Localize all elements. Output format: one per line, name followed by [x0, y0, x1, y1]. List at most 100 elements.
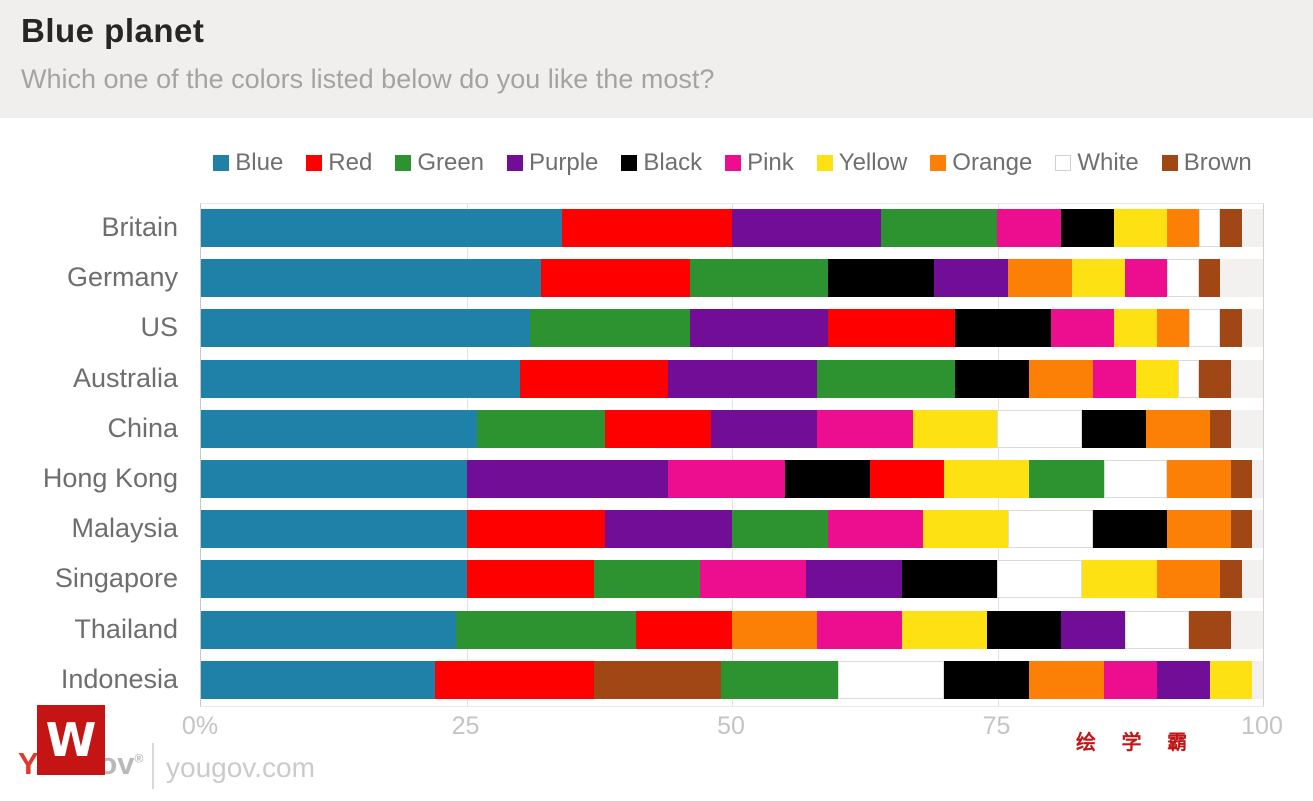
- legend-swatch-red: [306, 155, 323, 171]
- legend-item-blue: Blue: [213, 149, 283, 177]
- bar-row-china: [201, 409, 1263, 448]
- bar-segment-green: [816, 359, 955, 398]
- legend-item-brown: Brown: [1161, 149, 1252, 177]
- legend-item-white: White: [1055, 149, 1139, 177]
- legend-label: Brown: [1183, 149, 1252, 176]
- yougov-url: yougov.com: [166, 752, 315, 783]
- bar-segment-green: [689, 259, 828, 298]
- legend-swatch-brown: [1161, 155, 1178, 171]
- bar-segment-green: [530, 309, 690, 348]
- bar-segment-black: [785, 460, 871, 498]
- legend-label: Orange: [952, 149, 1033, 176]
- bar-segment-green: [477, 409, 605, 448]
- bar-segment-yellow: [1209, 660, 1253, 699]
- bar-segment-pink: [668, 460, 786, 498]
- bar-segment-blue: [201, 309, 531, 348]
- bar-segment-red: [519, 359, 669, 398]
- plot-area: [200, 203, 1264, 707]
- category-label-australia: Australia: [72, 362, 178, 393]
- bar-segment-black: [827, 259, 934, 298]
- bar-segment-blue: [201, 510, 467, 549]
- bar-segment-brown: [1231, 510, 1253, 549]
- bar-segment-green: [731, 510, 828, 549]
- bar-segment-brown: [1231, 460, 1253, 498]
- bar-segment-blue: [201, 209, 563, 247]
- legend-item-red: Red: [306, 149, 372, 177]
- bar-segment-purple: [466, 460, 669, 498]
- category-label-malaysia: Malaysia: [71, 513, 178, 544]
- legend-item-pink: Pink: [725, 149, 794, 177]
- bar-segment-white: [1008, 510, 1094, 549]
- bar-segment-purple: [689, 309, 828, 348]
- bar-segment-brown: [1209, 409, 1232, 448]
- bar-segment-yellow: [923, 510, 1009, 549]
- bar-segment-white: [997, 409, 1083, 448]
- bar-segment-orange: [1029, 660, 1104, 699]
- legend-swatch-purple: [507, 155, 524, 171]
- watermark-text: 绘 学 霸: [1076, 732, 1198, 754]
- bar-segment-purple: [806, 560, 902, 599]
- legend-swatch-pink: [725, 155, 742, 171]
- bar-segment-red: [540, 259, 690, 298]
- category-label-us: US: [140, 312, 178, 343]
- bar-segment-green: [1029, 460, 1104, 498]
- bar-segment-white: [1188, 309, 1221, 348]
- bar-segment-pink: [1124, 259, 1168, 298]
- bar-segment-white: [997, 560, 1083, 599]
- x-tick-75: 75: [982, 712, 1011, 740]
- category-label-indonesia: Indonesia: [60, 663, 178, 694]
- gridline-50: [732, 204, 733, 706]
- legend-label: Black: [643, 149, 703, 176]
- legend-label: Yellow: [838, 149, 908, 176]
- bar-segment-pink: [827, 510, 924, 549]
- bar-segment-purple: [604, 510, 732, 549]
- legend-label: Pink: [747, 149, 794, 176]
- bar-segment-purple: [731, 209, 881, 247]
- watermark-logo: W: [37, 705, 105, 775]
- bar-row-singapore: [201, 560, 1263, 599]
- bar-segment-brown: [1188, 610, 1232, 649]
- bar-row-australia: [201, 359, 1263, 398]
- bar-segment-yellow: [944, 460, 1030, 498]
- bar-segment-red: [604, 409, 711, 448]
- bar-segment-black: [954, 359, 1030, 398]
- bar-segment-pink: [1093, 359, 1136, 398]
- bar-segment-purple: [710, 409, 817, 448]
- bar-segment-green: [455, 610, 637, 649]
- legend-item-orange: Orange: [930, 149, 1032, 177]
- bar-segment-brown: [1220, 209, 1242, 247]
- bar-segment-white: [1199, 209, 1221, 247]
- bar-segment-pink: [997, 209, 1062, 247]
- bar-segment-white: [1177, 359, 1200, 398]
- bar-segment-purple: [1061, 610, 1125, 649]
- legend-swatch-green: [395, 155, 412, 171]
- bar-segment-yellow: [901, 610, 987, 649]
- brand-registered-mark: ®: [134, 751, 144, 766]
- x-tick-50: 50: [717, 712, 745, 740]
- bar-segment-yellow: [912, 409, 998, 448]
- legend-item-yellow: Yellow: [816, 149, 908, 177]
- bar-segment-red: [434, 660, 594, 699]
- bar-segment-blue: [201, 460, 467, 498]
- x-tick-100: 100: [1241, 712, 1283, 740]
- legend-item-purple: Purple: [507, 149, 598, 177]
- chart-title: Blue planet: [21, 12, 205, 49]
- bar-segment-blue: [201, 660, 435, 699]
- bar-segment-orange: [1167, 510, 1232, 549]
- legend-swatch-blue: [213, 155, 230, 171]
- bar-segment-red: [466, 510, 605, 549]
- bar-segment-brown: [1220, 560, 1242, 599]
- bar-segment-pink: [1103, 660, 1157, 699]
- legend-label: Blue: [235, 149, 284, 176]
- bar-segment-brown: [593, 660, 722, 699]
- legend-label: White: [1077, 149, 1139, 176]
- legend-label: Red: [328, 149, 373, 176]
- bar-segment-black: [944, 660, 1030, 699]
- bar-segment-red: [827, 309, 955, 348]
- bar-segment-pink: [700, 560, 807, 599]
- bar-row-us: [201, 309, 1263, 348]
- bar-segment-orange: [1146, 409, 1210, 448]
- w-logo-icon: W: [45, 713, 97, 767]
- category-label-hong-kong: Hong Kong: [42, 463, 178, 493]
- bar-segment-yellow: [1114, 309, 1157, 348]
